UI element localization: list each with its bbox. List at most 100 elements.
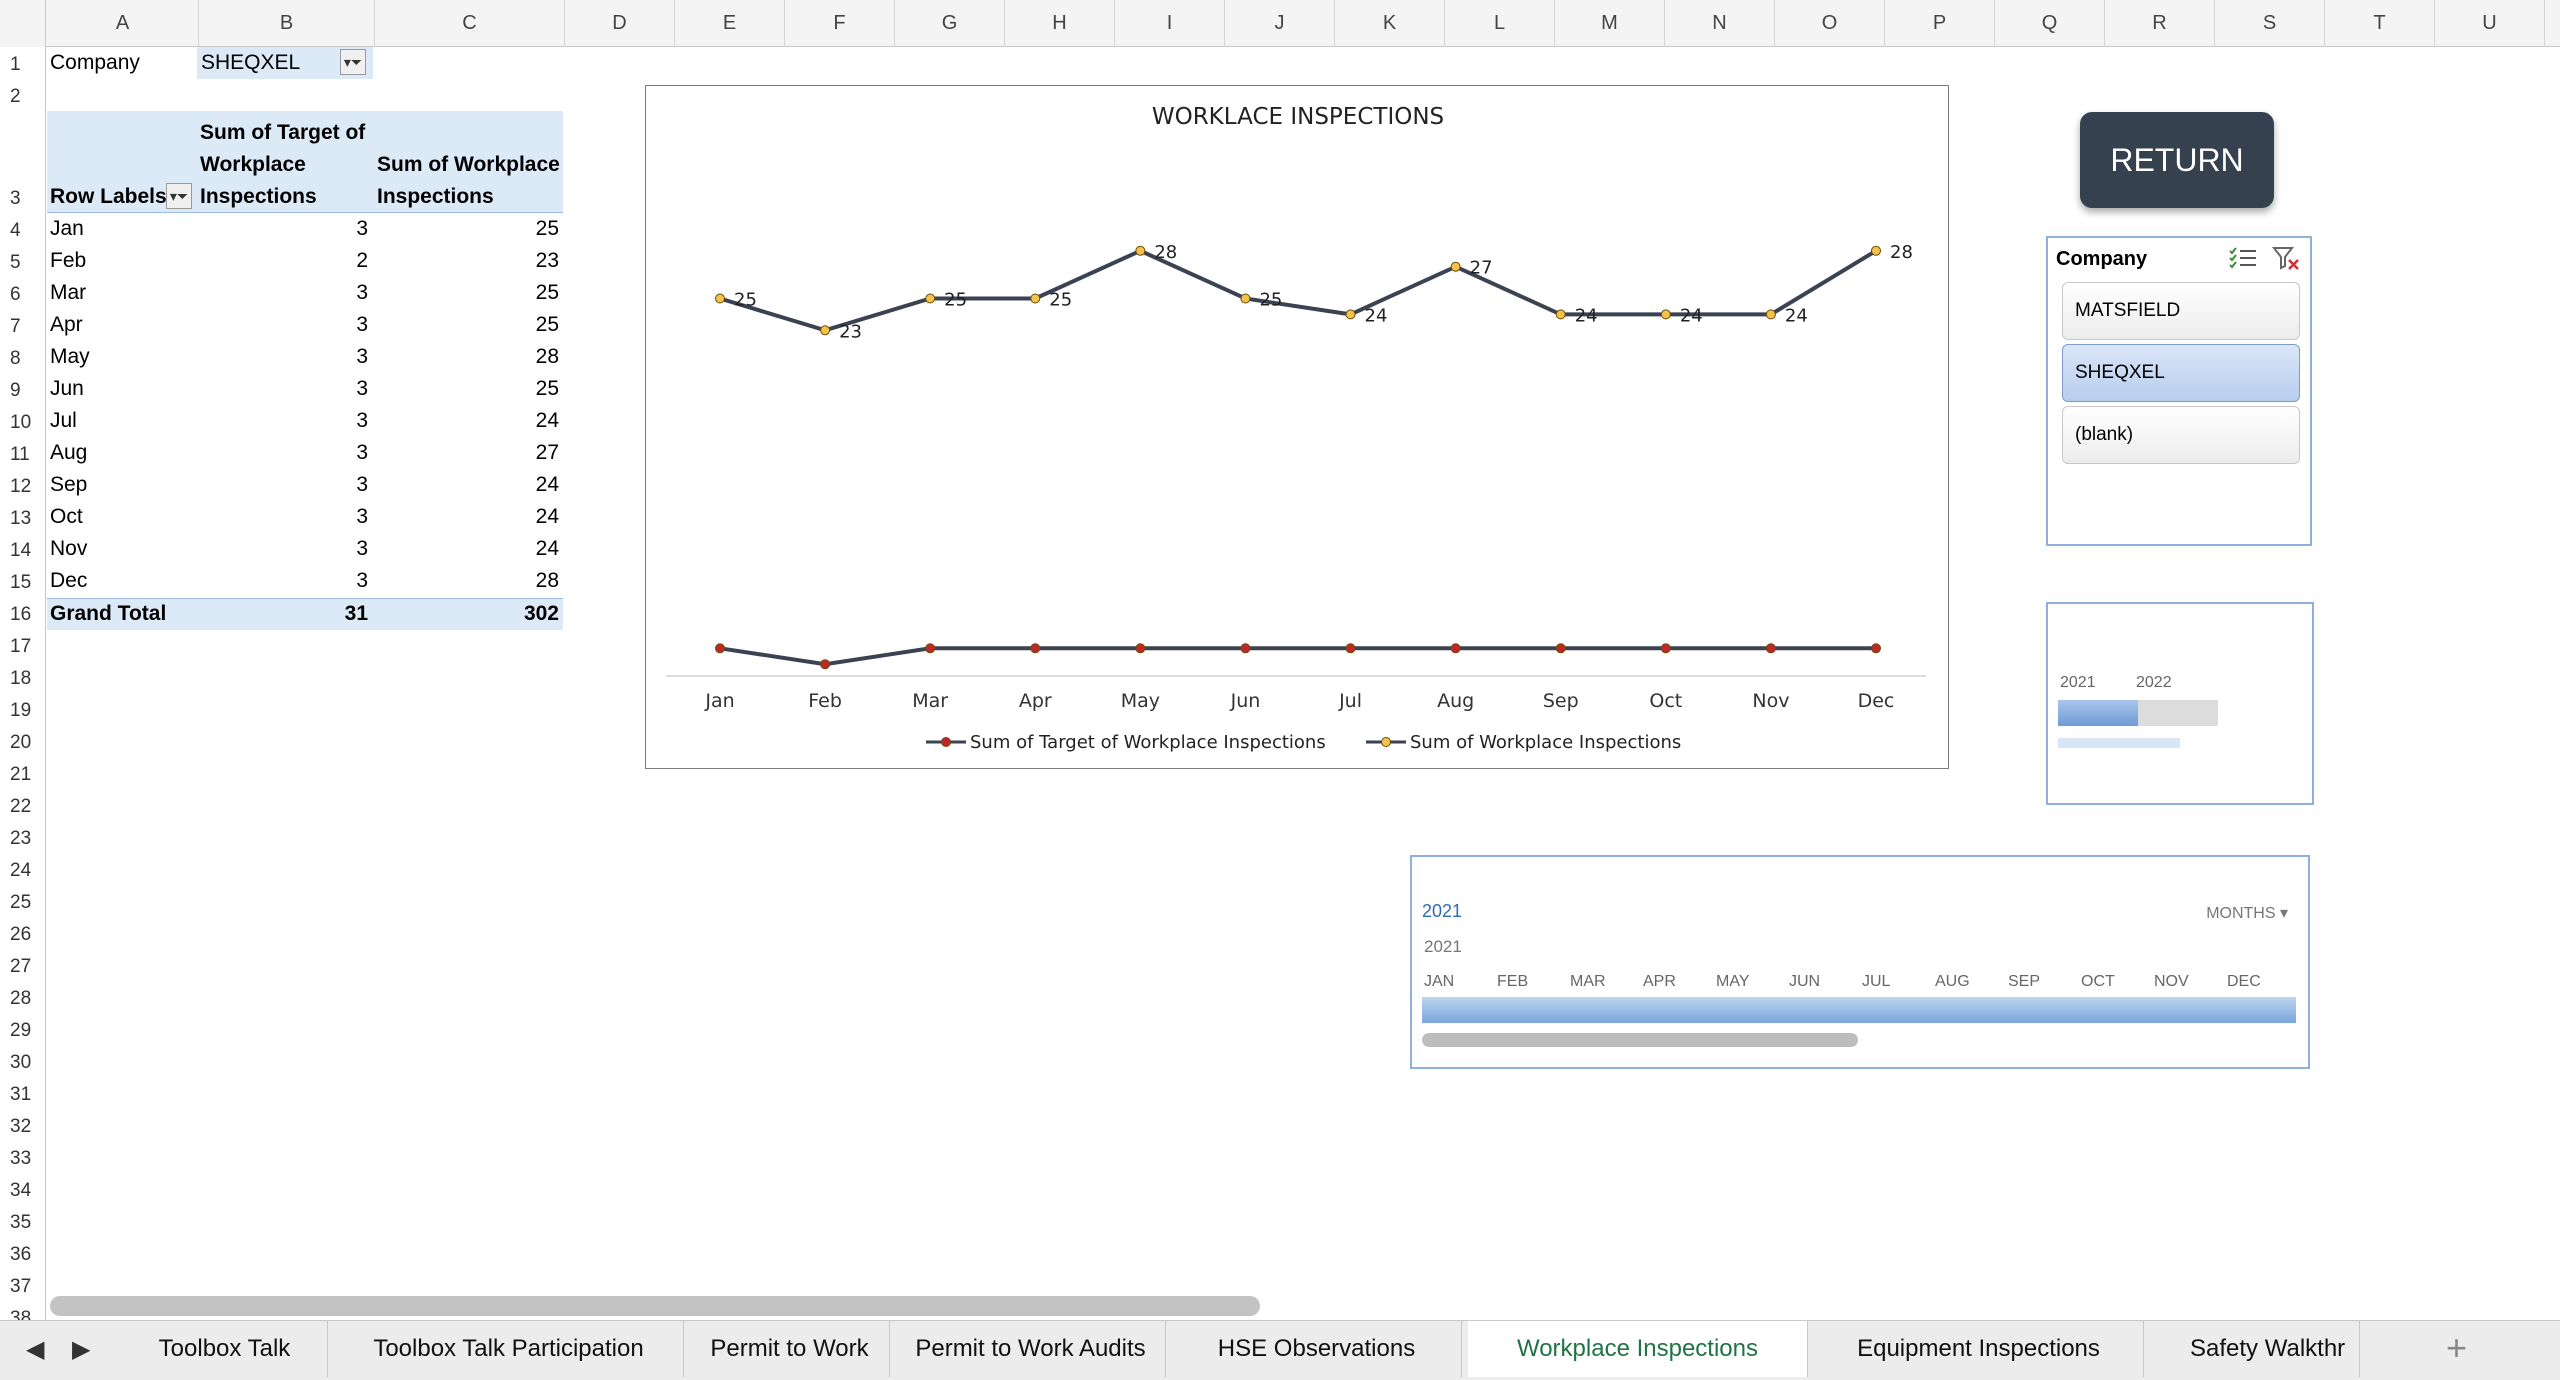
row-header-30[interactable]: 30	[10, 1052, 32, 1073]
column-header-n[interactable]: N	[1665, 0, 1775, 47]
timeline-month-oct[interactable]: OCT	[2081, 973, 2115, 990]
row-header-13[interactable]: 13	[10, 508, 32, 529]
row-header-3[interactable]: 3	[10, 188, 21, 209]
sheet-tab-hse-observations[interactable]: HSE Observations	[1172, 1321, 1462, 1377]
prev-sheet-icon[interactable]: ◀	[26, 1336, 45, 1363]
column-header-c[interactable]: C	[375, 0, 565, 47]
sheet-tab-permit-to-work-audits[interactable]: Permit to Work Audits	[896, 1321, 1166, 1377]
timeline-month-sep[interactable]: SEP	[2008, 973, 2041, 990]
clear-filter-icon[interactable]	[2271, 246, 2300, 275]
filter-dropdown-icon[interactable]: ▾⏷	[340, 49, 366, 75]
column-header-q[interactable]: Q	[1995, 0, 2105, 47]
column-header-a[interactable]: A	[47, 0, 199, 47]
row-header-7[interactable]: 7	[10, 316, 21, 337]
row-header-22[interactable]: 22	[10, 796, 32, 817]
column-header-h[interactable]: H	[1005, 0, 1115, 47]
timeline-month-dec[interactable]: DEC	[2227, 973, 2261, 990]
row-header-23[interactable]: 23	[10, 828, 32, 849]
timeline-month-mar[interactable]: MAR	[1570, 973, 1606, 990]
column-header-s[interactable]: S	[2215, 0, 2325, 47]
row-header-20[interactable]: 20	[10, 732, 32, 753]
timeline-period-selector[interactable]: MONTHS ▾	[2206, 905, 2288, 922]
column-header-u[interactable]: U	[2435, 0, 2545, 47]
sheet-tab-toolbox-talk[interactable]: Toolbox Talk	[122, 1321, 328, 1377]
horizontal-scrollbar[interactable]	[50, 1296, 1260, 1316]
column-header-b[interactable]: B	[199, 0, 375, 47]
row-header-31[interactable]: 31	[10, 1084, 32, 1105]
select-all-corner[interactable]	[0, 0, 46, 47]
row-header-1[interactable]: 1	[10, 54, 21, 75]
row-header-6[interactable]: 6	[10, 284, 21, 305]
sheet-tab-equipment-inspections[interactable]: Equipment Inspections	[1814, 1321, 2144, 1377]
row-header-33[interactable]: 33	[10, 1148, 32, 1169]
row-header-15[interactable]: 15	[10, 572, 32, 593]
row-header-4[interactable]: 4	[10, 220, 21, 241]
timeline-month-apr[interactable]: APR	[1643, 973, 1676, 990]
timeline-selection-bar[interactable]	[1422, 997, 2296, 1023]
row-header-17[interactable]: 17	[10, 636, 32, 657]
slicer-item-sheqxel[interactable]: SHEQXEL	[2062, 344, 2300, 402]
row-header-12[interactable]: 12	[10, 476, 32, 497]
timeline-month-feb[interactable]: FEB	[1497, 973, 1529, 990]
row-header-38[interactable]: 38	[10, 1308, 32, 1320]
column-header-d[interactable]: D	[565, 0, 675, 47]
row-header-8[interactable]: 8	[10, 348, 21, 369]
multi-select-icon[interactable]	[2228, 246, 2258, 275]
row-header-18[interactable]: 18	[10, 668, 32, 689]
year-timeline-mini[interactable]: 2021 2022	[2046, 602, 2314, 805]
timeline-month-aug[interactable]: AUG	[1935, 973, 1970, 990]
row-header-21[interactable]: 21	[10, 764, 32, 785]
timeline-month-jan[interactable]: JAN	[1424, 973, 1455, 990]
row-header-14[interactable]: 14	[10, 540, 32, 561]
company-slicer[interactable]: Company MATSFIELD SHEQXEL (blank)	[2046, 236, 2312, 546]
sheet-tab-workplace-inspections[interactable]: Workplace Inspections	[1468, 1321, 1808, 1377]
row-header-34[interactable]: 34	[10, 1180, 32, 1201]
column-header-l[interactable]: L	[1445, 0, 1555, 47]
column-header-f[interactable]: F	[785, 0, 895, 47]
row-labels-filter-icon[interactable]: ▾⏷	[166, 183, 192, 209]
timeline-month-jul[interactable]: JUL	[1862, 973, 1891, 990]
timeline-month-may[interactable]: MAY	[1716, 973, 1750, 990]
add-sheet-icon[interactable]: +	[2446, 1327, 2468, 1368]
sheet-tab-toolbox-talk-participation[interactable]: Toolbox Talk Participation	[334, 1321, 684, 1377]
column-header-k[interactable]: K	[1335, 0, 1445, 47]
slicer-item-matsfield[interactable]: MATSFIELD	[2062, 282, 2300, 340]
column-header-e[interactable]: E	[675, 0, 785, 47]
row-header-26[interactable]: 26	[10, 924, 32, 945]
row-header-35[interactable]: 35	[10, 1212, 32, 1233]
filter-value[interactable]: SHEQXEL	[201, 51, 301, 74]
timeline-month-nov[interactable]: NOV	[2154, 973, 2189, 990]
row-header-16[interactable]: 16	[10, 604, 32, 625]
sheet-tab-safety-walkthr[interactable]: Safety Walkthr	[2150, 1321, 2360, 1377]
row-header-32[interactable]: 32	[10, 1116, 32, 1137]
row-header-9[interactable]: 9	[10, 380, 21, 401]
row-header-27[interactable]: 27	[10, 956, 32, 977]
row-header-19[interactable]: 19	[10, 700, 32, 721]
row-header-28[interactable]: 28	[10, 988, 32, 1009]
row-header-37[interactable]: 37	[10, 1276, 32, 1297]
next-sheet-icon[interactable]: ▶	[72, 1336, 91, 1363]
row-header-24[interactable]: 24	[10, 860, 32, 881]
timeline-scrollbar[interactable]	[1422, 1033, 1858, 1047]
column-header-t[interactable]: T	[2325, 0, 2435, 47]
slicer-item-blank[interactable]: (blank)	[2062, 406, 2300, 464]
timeline-month-jun[interactable]: JUN	[1789, 973, 1821, 990]
mini-timeline-selection[interactable]	[2058, 700, 2138, 726]
row-header-36[interactable]: 36	[10, 1244, 32, 1265]
month-timeline[interactable]: 2021 MONTHS ▾ 2021 JAN FEB MAR APR MAY JUN JUL…	[1410, 855, 2310, 1069]
column-header-p[interactable]: P	[1885, 0, 1995, 47]
row-header-2[interactable]: 2	[10, 86, 21, 107]
row-header-11[interactable]: 11	[10, 444, 30, 465]
column-header-r[interactable]: R	[2105, 0, 2215, 47]
column-header-m[interactable]: M	[1555, 0, 1665, 47]
mini-timeline-scrollbar[interactable]	[2058, 738, 2180, 748]
column-header-g[interactable]: G	[895, 0, 1005, 47]
line-chart[interactable]: WORKLACE INSPECTIONS Jan Feb Mar Apr May Jun Ju…	[645, 85, 1949, 769]
row-header-5[interactable]: 5	[10, 252, 21, 273]
sheet-tab-permit-to-work[interactable]: Permit to Work	[690, 1321, 890, 1377]
row-header-25[interactable]: 25	[10, 892, 32, 913]
return-button[interactable]: RETURN	[2080, 112, 2274, 208]
row-header-29[interactable]: 29	[10, 1020, 32, 1041]
column-header-i[interactable]: I	[1115, 0, 1225, 47]
